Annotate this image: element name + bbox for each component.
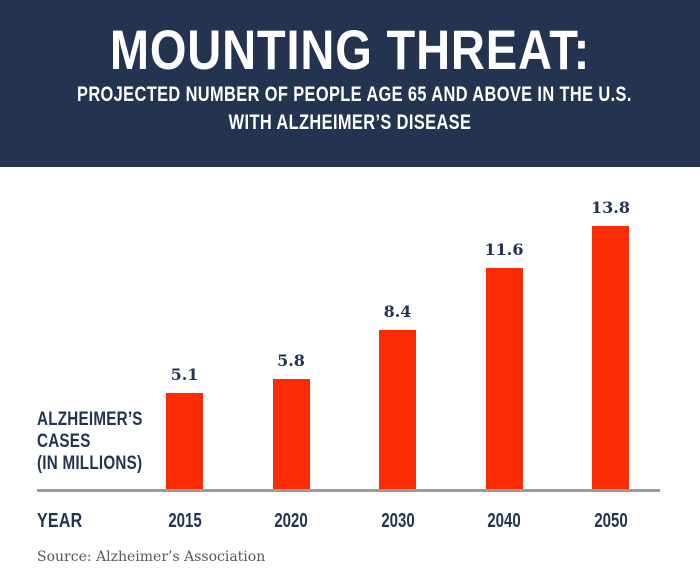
page-title: MOUNTING THREAT: — [109, 18, 591, 81]
x-axis-title: YEAR — [37, 510, 83, 532]
bar-value-label-2050: 13.8 — [591, 198, 630, 217]
x-tick-label-2015: 2015 — [167, 510, 202, 532]
bar-2040 — [485, 268, 523, 490]
bar-value-label-2030: 8.4 — [383, 302, 412, 321]
source-text: Source: Alzheimer’s Association — [37, 549, 266, 565]
subtitle-line-2: WITH ALZHEIMER’S DISEASE — [228, 111, 472, 134]
x-axis-line — [37, 489, 660, 492]
bar-2030 — [379, 330, 416, 490]
x-tick-label-2040: 2040 — [487, 510, 521, 532]
bar-2015 — [166, 393, 203, 490]
y-axis-label-line-2: CASES — [37, 431, 91, 452]
y-axis-label-line-3: (IN MILLIONS) — [37, 453, 143, 474]
x-tick-label-2020: 2020 — [274, 510, 308, 532]
subtitle-line-1: PROJECTED NUMBER OF PEOPLE AGE 65 AND AB… — [77, 83, 632, 106]
y-axis-label-line-1: ALZHEIMER’S — [37, 409, 143, 430]
bar-2050 — [592, 226, 629, 490]
x-tick-label-2050: 2050 — [593, 510, 628, 532]
header-banner: MOUNTING THREAT: PROJECTED NUMBER OF PEO… — [0, 0, 700, 167]
x-tick-label-2030: 2030 — [380, 510, 415, 532]
bar-2020 — [272, 379, 310, 490]
bar-value-label-2020: 5.8 — [277, 351, 305, 370]
bar-value-label-2015: 5.1 — [170, 365, 199, 384]
y-axis-label: ALZHEIMER’S CASES (IN MILLIONS) — [37, 409, 143, 475]
bar-value-label-2040: 11.6 — [484, 240, 524, 259]
